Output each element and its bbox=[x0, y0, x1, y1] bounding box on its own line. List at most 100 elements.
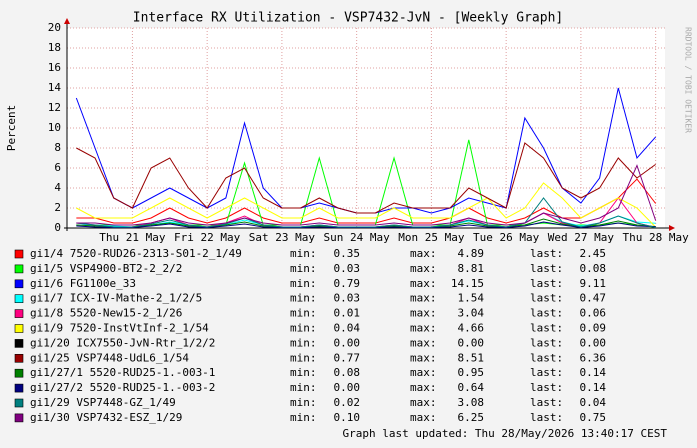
stat-value: 0.08 bbox=[580, 262, 607, 275]
stat-value: 0.00 bbox=[334, 336, 361, 349]
y-tick-label: 12 bbox=[48, 101, 61, 114]
stat-value: 6.25 bbox=[458, 411, 485, 424]
legend-label: gi1/4 7520-RUD26-2313-S01-2_1/49 bbox=[30, 247, 242, 260]
stat-value: 0.09 bbox=[580, 322, 607, 335]
axis-arrow bbox=[669, 225, 675, 231]
stat-label: min: bbox=[290, 351, 317, 364]
stat-label: last: bbox=[530, 396, 563, 409]
series-line bbox=[76, 142, 656, 214]
stat-value: 8.81 bbox=[458, 262, 485, 275]
y-tick-label: 8 bbox=[54, 141, 61, 154]
stat-value: 3.08 bbox=[458, 396, 485, 409]
legend-swatch bbox=[14, 368, 24, 378]
stat-label: min: bbox=[290, 277, 317, 290]
legend-swatch bbox=[14, 264, 24, 274]
legend-swatch bbox=[14, 279, 24, 289]
stat-value: 9.11 bbox=[580, 277, 607, 290]
y-tick-label: 4 bbox=[54, 181, 61, 194]
stat-label: last: bbox=[530, 366, 563, 379]
stat-value: 0.75 bbox=[580, 411, 607, 424]
stat-label: last: bbox=[530, 351, 563, 364]
stat-value: 0.95 bbox=[458, 366, 485, 379]
watermark: RRDTOOL / TOBI OETIKER bbox=[684, 27, 693, 133]
stat-label: last: bbox=[530, 292, 563, 305]
stat-value: 1.54 bbox=[458, 292, 485, 305]
chart-title: Interface RX Utilization - VSP7432-JvN -… bbox=[133, 11, 563, 26]
stat-value: 2.45 bbox=[580, 247, 607, 260]
stat-value: 0.01 bbox=[334, 307, 361, 320]
stat-label: min: bbox=[290, 366, 317, 379]
series-line bbox=[76, 178, 657, 224]
x-tick-label: Tue 26 May bbox=[473, 231, 540, 244]
stat-value: 0.04 bbox=[334, 322, 361, 335]
legend-label: gi1/20 ICX7550-JvN-Rtr_1/2/2 bbox=[30, 336, 215, 349]
stat-value: 0.06 bbox=[580, 307, 607, 320]
stat-label: last: bbox=[530, 277, 563, 290]
stat-label: max: bbox=[410, 336, 437, 349]
stat-label: max: bbox=[410, 277, 437, 290]
stat-value: 6.36 bbox=[580, 351, 607, 364]
legend-swatch bbox=[14, 413, 24, 423]
legend-swatch bbox=[14, 309, 24, 318]
y-tick-label: 6 bbox=[54, 161, 61, 174]
legend-label: gi1/7 ICX-IV-Mathe-2_1/2/5 bbox=[30, 292, 202, 305]
y-tick-label: 10 bbox=[48, 121, 61, 134]
x-tick-label: Sat 23 May bbox=[249, 231, 316, 244]
stat-value: 0.00 bbox=[580, 336, 607, 349]
stat-label: max: bbox=[410, 322, 437, 335]
y-tick-label: 2 bbox=[54, 201, 61, 214]
stat-value: 3.04 bbox=[458, 307, 485, 320]
stat-value: 0.10 bbox=[334, 411, 361, 424]
legend-label: gi1/25 VSP7448-UdL6_1/54 bbox=[30, 351, 189, 364]
stat-label: last: bbox=[530, 336, 563, 349]
stat-value: 0.08 bbox=[334, 366, 361, 379]
stat-value: 14.15 bbox=[451, 277, 484, 290]
series-line bbox=[76, 164, 657, 226]
stat-value: 0.35 bbox=[334, 247, 361, 260]
stat-value: 0.03 bbox=[334, 262, 361, 275]
stat-label: max: bbox=[410, 411, 437, 424]
x-tick-label: Sun 24 May bbox=[324, 231, 391, 244]
stat-value: 0.14 bbox=[580, 366, 607, 379]
stat-label: max: bbox=[410, 381, 437, 394]
legend-swatch bbox=[14, 339, 24, 348]
legend-label: gi1/8 5520-New15-2_1/26 bbox=[30, 307, 182, 320]
stat-value: 0.03 bbox=[334, 292, 361, 305]
stat-label: min: bbox=[290, 247, 317, 260]
legend-label: gi1/29 VSP7448-GZ_1/49 bbox=[30, 396, 176, 409]
stat-value: 0.79 bbox=[334, 277, 361, 290]
axis-arrow bbox=[64, 18, 70, 24]
legend-swatch bbox=[14, 383, 24, 393]
x-tick-label: Wed 27 May bbox=[548, 231, 615, 244]
stat-value: 0.47 bbox=[580, 292, 607, 305]
stat-value: 0.64 bbox=[458, 381, 485, 394]
stat-label: max: bbox=[410, 307, 437, 320]
legend-label: gi1/6 FG1100e_33 bbox=[30, 277, 136, 290]
stat-value: 4.66 bbox=[458, 322, 485, 335]
stat-label: min: bbox=[290, 396, 317, 409]
legend-swatch bbox=[14, 294, 24, 304]
stat-value: 0.00 bbox=[334, 381, 361, 394]
stat-value: 0.02 bbox=[334, 396, 361, 409]
y-tick-label: 14 bbox=[48, 81, 62, 94]
stat-label: min: bbox=[290, 262, 317, 275]
legend-label: gi1/27/1 5520-RUD25-1.-003-1 bbox=[30, 366, 215, 379]
stat-label: last: bbox=[530, 411, 563, 424]
stat-label: max: bbox=[410, 292, 437, 305]
stat-label: last: bbox=[530, 247, 563, 260]
legend-label: gi1/27/2 5520-RUD25-1.-003-2 bbox=[30, 381, 215, 394]
stat-value: 4.89 bbox=[458, 247, 485, 260]
y-axis-label: Percent bbox=[5, 105, 18, 151]
stat-label: min: bbox=[290, 292, 317, 305]
y-tick-label: 18 bbox=[48, 41, 61, 54]
stat-value: 0.77 bbox=[334, 351, 361, 364]
stat-value: 0.14 bbox=[580, 381, 607, 394]
stat-label: last: bbox=[530, 307, 563, 320]
series-line bbox=[76, 197, 656, 229]
stat-label: max: bbox=[410, 366, 437, 379]
legend-swatch bbox=[14, 324, 24, 333]
series-line bbox=[76, 182, 657, 228]
x-tick-label: Mon 25 May bbox=[398, 231, 465, 244]
x-tick-label: Fri 22 May bbox=[174, 231, 241, 244]
